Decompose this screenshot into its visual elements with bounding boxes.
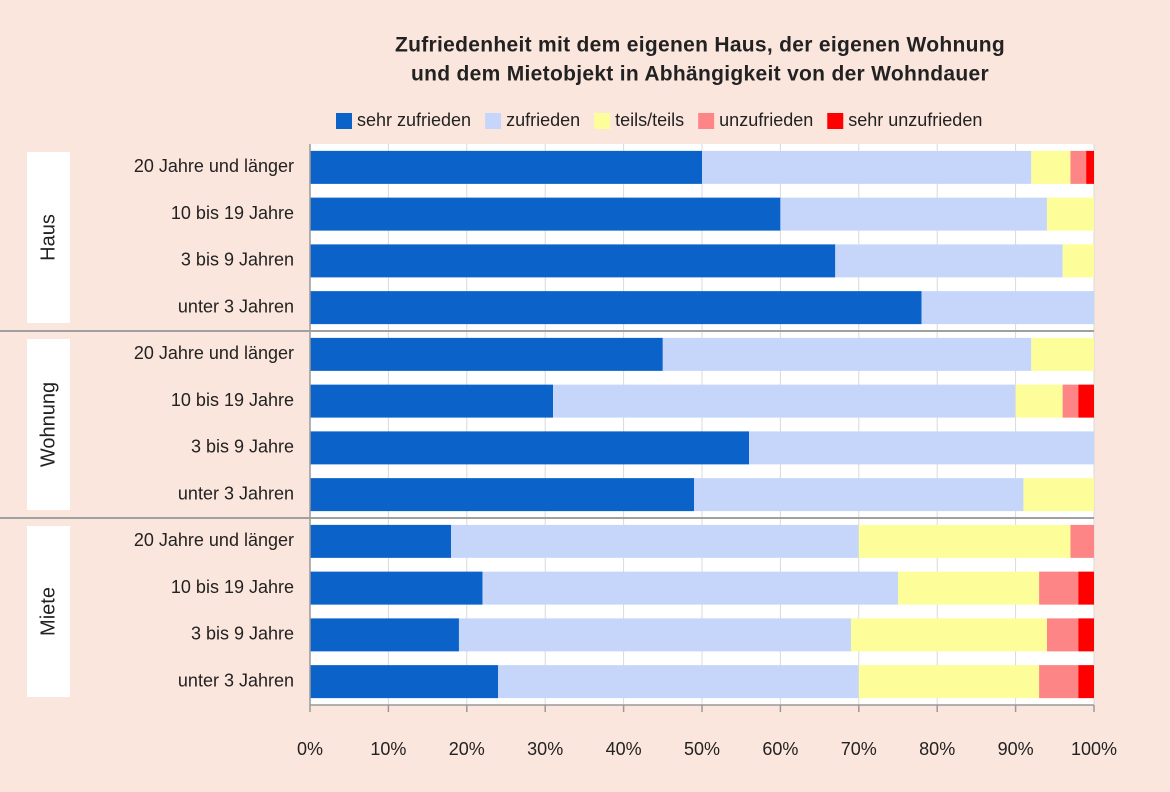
bar-segment	[451, 524, 859, 558]
group-box	[27, 152, 70, 323]
bar-segment	[702, 150, 1032, 184]
legend-swatch	[594, 113, 611, 129]
y-tick-label: unter 3 Jahren	[178, 296, 294, 316]
bar-segment	[553, 384, 1016, 418]
bar-segment	[749, 431, 1094, 465]
legend-label: teils/teils	[615, 110, 684, 130]
bar-segment	[835, 244, 1063, 278]
bar-segment	[310, 431, 750, 465]
legend-label: sehr zufrieden	[357, 110, 471, 130]
group-label: Haus	[37, 214, 59, 261]
y-tick-label: 20 Jahre und länger	[134, 156, 294, 176]
x-tick-label: 20%	[449, 739, 485, 759]
x-tick-label: 90%	[998, 739, 1034, 759]
bar-segment	[1046, 618, 1079, 652]
bar-segment	[1070, 524, 1094, 558]
bar-segment	[1039, 665, 1079, 699]
bar-segment	[1078, 571, 1094, 605]
group-label: Miete	[37, 587, 59, 636]
bar-segment	[458, 618, 851, 652]
chart-title: Zufriedenheit mit dem eigenen Haus, der …	[395, 34, 1005, 57]
legend-label: zufrieden	[506, 110, 580, 130]
bar-segment	[898, 571, 1040, 605]
bar-segment	[310, 197, 781, 231]
bar-segment	[858, 665, 1040, 699]
bar-segment	[1078, 618, 1094, 652]
bar-segment	[1086, 150, 1094, 184]
bar-segment	[1031, 337, 1094, 371]
bar-segment	[310, 665, 499, 699]
group-box	[27, 526, 70, 697]
bar-segment	[310, 384, 554, 418]
bar-segment	[1070, 150, 1087, 184]
bar-segment	[694, 478, 1024, 512]
bar-segment	[310, 618, 459, 652]
y-tick-label: unter 3 Jahren	[178, 670, 294, 690]
bar-segment	[850, 618, 1047, 652]
y-tick-label: 10 bis 19 Jahre	[171, 390, 294, 410]
x-tick-label: 30%	[527, 739, 563, 759]
bar-segment	[310, 478, 695, 512]
bar-segment	[498, 665, 859, 699]
bar-segment	[921, 291, 1094, 325]
bar-segment	[1062, 244, 1094, 278]
bar-segment	[662, 337, 1032, 371]
y-tick-label: 3 bis 9 Jahren	[181, 250, 294, 270]
chart-title: und dem Mietobjekt in Abhängigkeit von d…	[411, 63, 989, 86]
group-label: Wohnung	[37, 382, 59, 467]
x-tick-label: 40%	[606, 739, 642, 759]
bar-segment	[310, 524, 452, 558]
legend-label: unzufrieden	[719, 110, 813, 130]
bar-segment	[780, 197, 1047, 231]
bar-segment	[1062, 384, 1079, 418]
bar-segment	[1046, 197, 1094, 231]
y-tick-label: 10 bis 19 Jahre	[171, 203, 294, 223]
bar-segment	[482, 571, 898, 605]
bar-segment	[1015, 384, 1063, 418]
x-tick-label: 60%	[762, 739, 798, 759]
bar-segment	[310, 337, 663, 371]
bar-segment	[1078, 665, 1094, 699]
bar-segment	[310, 244, 836, 278]
y-tick-label: unter 3 Jahren	[178, 483, 294, 503]
legend-swatch	[827, 113, 844, 129]
legend-label: sehr unzufrieden	[848, 110, 982, 130]
legend-swatch	[698, 113, 715, 129]
bar-segment	[1031, 150, 1071, 184]
x-tick-label: 80%	[919, 739, 955, 759]
x-tick-label: 10%	[370, 739, 406, 759]
bar-segment	[1039, 571, 1079, 605]
y-tick-label: 20 Jahre und länger	[134, 530, 294, 550]
y-tick-label: 10 bis 19 Jahre	[171, 577, 294, 597]
x-tick-label: 70%	[841, 739, 877, 759]
group-box	[27, 339, 70, 510]
bar-segment	[310, 571, 483, 605]
bar-segment	[310, 291, 922, 325]
x-tick-label: 0%	[297, 739, 323, 759]
y-tick-label: 20 Jahre und länger	[134, 343, 294, 363]
bar-segment	[1078, 384, 1094, 418]
y-tick-label: 3 bis 9 Jahre	[191, 437, 294, 457]
x-tick-label: 50%	[684, 739, 720, 759]
bar-segment	[310, 150, 702, 184]
x-tick-label: 100%	[1071, 739, 1117, 759]
bar-segment	[858, 524, 1071, 558]
y-tick-label: 3 bis 9 Jahre	[191, 624, 294, 644]
bar-segment	[1023, 478, 1094, 512]
legend-swatch	[336, 113, 352, 129]
legend-swatch	[485, 113, 502, 129]
